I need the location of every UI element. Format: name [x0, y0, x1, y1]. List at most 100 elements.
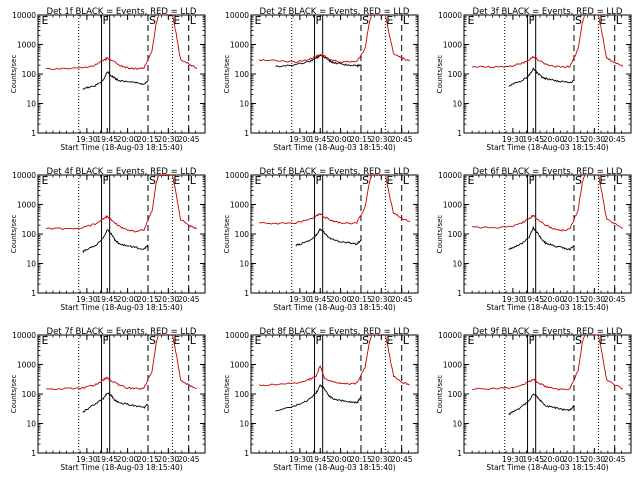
- marker-letter: E: [599, 334, 606, 347]
- x-axis-label: Start Time (18-Aug-03 18:15:40): [486, 463, 608, 472]
- x-axis-label: Start Time (18-Aug-03 18:15:40): [486, 143, 608, 152]
- x-tick-label: 20:15: [137, 455, 159, 464]
- x-tick-label: 20:00: [117, 295, 139, 304]
- x-tick-label: 20:45: [604, 295, 626, 304]
- y-tick-label: 1000: [17, 361, 36, 370]
- x-tick-label: 20:45: [178, 455, 200, 464]
- marker-letter: F: [529, 14, 535, 27]
- x-tick-label: 20:00: [543, 455, 565, 464]
- chart-title: Det 8f BLACK = Events, RED = LLD: [260, 327, 410, 337]
- marker-letter: E: [467, 14, 474, 27]
- series-lld-line: [46, 335, 198, 391]
- series-events-line: [82, 71, 149, 90]
- y-tick-label: 10000: [225, 331, 249, 340]
- marker-letter: S: [575, 334, 582, 347]
- y-tick-label: 1: [31, 289, 36, 298]
- y-axis-label: Counts/sec: [10, 55, 18, 94]
- marker-letter: E: [254, 174, 261, 187]
- y-tick-label: 1: [244, 449, 249, 458]
- x-tick-label: 20:30: [371, 455, 393, 464]
- y-tick-label: 1000: [230, 41, 249, 50]
- panel-det-7: Det 7f BLACK = Events, RED = LLD Counts/s…: [10, 327, 206, 472]
- x-tick-label: 20:15: [137, 135, 159, 144]
- series-events-line: [275, 384, 362, 412]
- series-lld-line: [259, 175, 411, 225]
- marker-letter: E: [254, 14, 261, 27]
- y-tick-label: 10000: [12, 171, 36, 180]
- y-tick-label: 10: [452, 420, 462, 429]
- chart-title: Det 7f BLACK = Events, RED = LLD: [47, 327, 197, 337]
- plot-frame: [250, 334, 419, 454]
- panel-det-1: Det 1f BLACK = Events, RED = LLD Counts/s…: [10, 7, 206, 152]
- marker-letter: E: [41, 174, 48, 187]
- x-tick-label: 19:30: [502, 295, 524, 304]
- series-lld-line: [45, 175, 198, 233]
- x-tick-label: 20:30: [371, 135, 393, 144]
- y-axis-label: Counts/sec: [223, 215, 231, 254]
- y-axis-label: Counts/sec: [436, 55, 444, 94]
- y-tick-label: 1: [31, 129, 36, 138]
- marker-letter: S: [362, 14, 369, 27]
- plot-frame: [463, 174, 632, 294]
- marker-letter: F: [103, 334, 109, 347]
- y-tick-label: 100: [448, 230, 463, 239]
- marker-letter: F: [103, 14, 109, 27]
- y-tick-label: 1: [457, 129, 462, 138]
- y-tick-label: 10000: [12, 331, 36, 340]
- y-axis-label: Counts/sec: [436, 375, 444, 414]
- y-tick-label: 10: [452, 100, 462, 109]
- marker-letter: L: [403, 14, 410, 27]
- chart-title: Det 6f BLACK = Events, RED = LLD: [473, 167, 623, 177]
- x-tick-label: 20:00: [330, 295, 352, 304]
- plot-frame: [37, 174, 206, 294]
- x-tick-label: 20:30: [584, 455, 606, 464]
- marker-letter: F: [103, 174, 109, 187]
- x-tick-label: 19:45: [522, 295, 544, 304]
- y-tick-label: 100: [235, 390, 250, 399]
- marker-letter: E: [386, 174, 393, 187]
- plot-frame: [463, 14, 632, 134]
- x-tick-label: 19:45: [309, 135, 331, 144]
- series-events-line: [508, 393, 575, 416]
- x-tick-label: 20:15: [563, 455, 585, 464]
- x-tick-label: 20:15: [350, 135, 372, 144]
- chart-title: Det 5f BLACK = Events, RED = LLD: [260, 167, 410, 177]
- x-tick-label: 20:45: [391, 455, 413, 464]
- panel-det-4: Det 4f BLACK = Events, RED = LLD Counts/s…: [10, 167, 206, 312]
- y-tick-label: 1: [457, 289, 462, 298]
- x-tick-label: 20:00: [543, 295, 565, 304]
- x-tick-label: 20:45: [178, 295, 200, 304]
- plot-frame: [250, 174, 419, 294]
- x-tick-label: 20:45: [604, 135, 626, 144]
- x-tick-label: 20:45: [604, 455, 626, 464]
- marker-letter: E: [599, 14, 606, 27]
- chart-title: Det 4f BLACK = Events, RED = LLD: [47, 167, 197, 177]
- panel-det-3: Det 3f BLACK = Events, RED = LLD Counts/s…: [436, 7, 632, 152]
- chart-title: Det 1f BLACK = Events, RED = LLD: [47, 7, 197, 17]
- panel-det-2: Det 2f BLACK = Events, RED = LLD Counts/s…: [223, 7, 419, 152]
- y-tick-label: 100: [22, 230, 37, 239]
- x-axis-label: Start Time (18-Aug-03 18:15:40): [60, 143, 182, 152]
- y-tick-label: 10000: [438, 331, 462, 340]
- x-tick-label: 20:00: [117, 455, 139, 464]
- x-tick-label: 19:30: [76, 455, 98, 464]
- plot-frame: [463, 334, 632, 454]
- y-axis-label: Counts/sec: [10, 215, 18, 254]
- y-tick-label: 10000: [438, 171, 462, 180]
- panel-det-6: Det 6f BLACK = Events, RED = LLD Counts/s…: [436, 167, 632, 312]
- chart-title: Det 9f BLACK = Events, RED = LLD: [473, 327, 623, 337]
- marker-letter: E: [173, 14, 180, 27]
- y-tick-label: 1: [244, 129, 249, 138]
- x-axis-label: Start Time (18-Aug-03 18:15:40): [273, 463, 395, 472]
- series-lld-line: [472, 175, 623, 232]
- chart-title: Det 2f BLACK = Events, RED = LLD: [260, 7, 410, 17]
- marker-letter: F: [316, 334, 322, 347]
- x-tick-label: 19:45: [309, 455, 331, 464]
- y-tick-label: 100: [235, 70, 250, 79]
- x-tick-label: 20:00: [117, 135, 139, 144]
- marker-letter: F: [316, 174, 322, 187]
- y-axis-label: Counts/sec: [223, 55, 231, 94]
- y-tick-label: 10: [239, 420, 249, 429]
- panel-det-9: Det 9f BLACK = Events, RED = LLD Counts/s…: [436, 327, 632, 472]
- marker-letter: F: [529, 174, 535, 187]
